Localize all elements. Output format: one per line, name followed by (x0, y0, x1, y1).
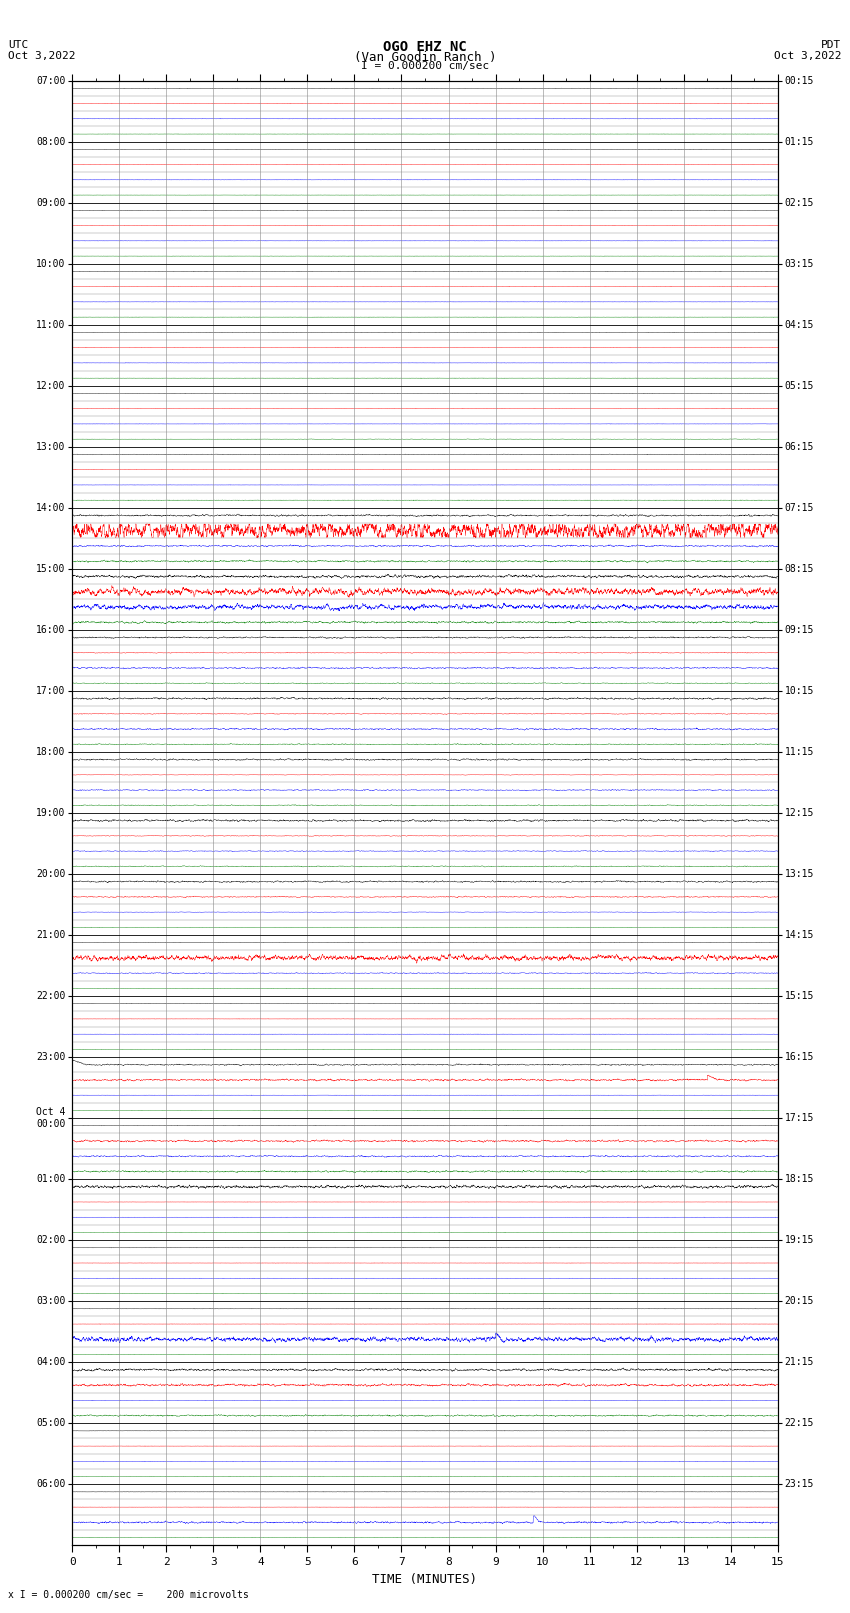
Text: OGO EHZ NC: OGO EHZ NC (383, 39, 467, 53)
X-axis label: TIME (MINUTES): TIME (MINUTES) (372, 1573, 478, 1586)
Text: Oct 3,2022: Oct 3,2022 (774, 50, 842, 61)
Text: (Van Goodin Ranch ): (Van Goodin Ranch ) (354, 50, 496, 65)
Text: Oct 3,2022: Oct 3,2022 (8, 50, 76, 61)
Text: UTC: UTC (8, 39, 29, 50)
Text: x I = 0.000200 cm/sec =    200 microvolts: x I = 0.000200 cm/sec = 200 microvolts (8, 1590, 249, 1600)
Text: PDT: PDT (821, 39, 842, 50)
Text: I = 0.000200 cm/sec: I = 0.000200 cm/sec (361, 61, 489, 71)
